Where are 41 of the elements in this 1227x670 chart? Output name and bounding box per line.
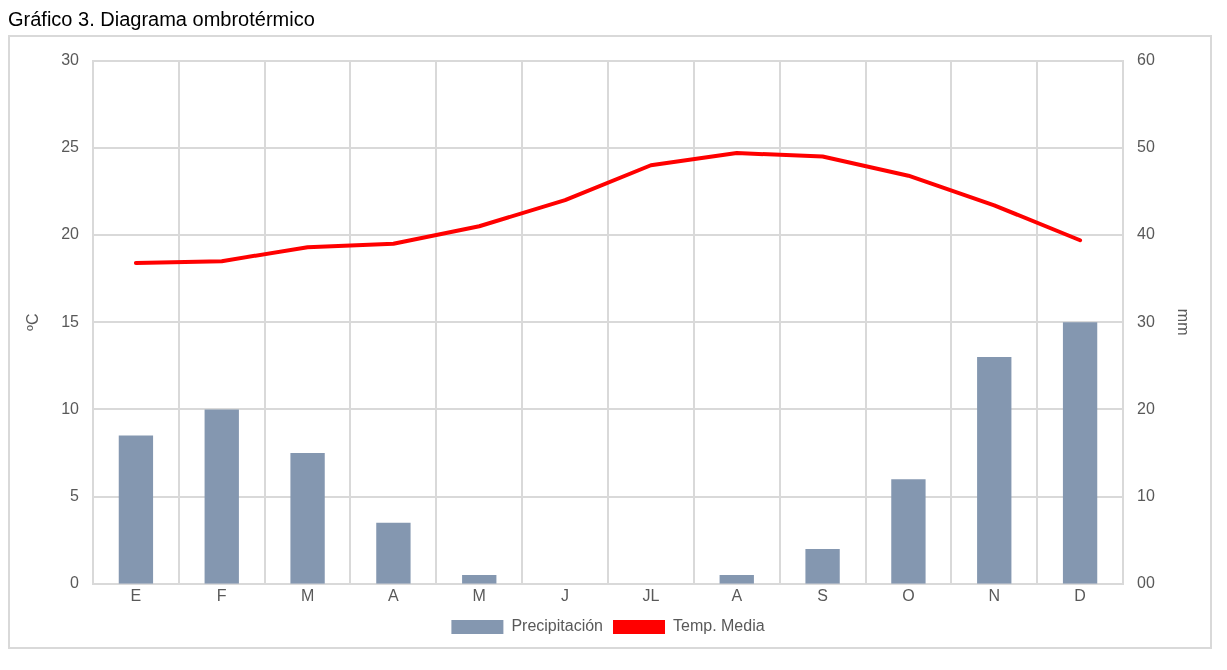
x-tick-label: M xyxy=(300,586,315,604)
y-tick-label: 10 xyxy=(61,399,80,417)
y2-tick-label: 00 xyxy=(1137,574,1155,592)
bar xyxy=(204,409,239,584)
bar xyxy=(290,453,325,584)
x-tick-label: N xyxy=(988,586,1001,604)
y2-tick-label: 30 xyxy=(1137,312,1155,330)
x-tick-label: M xyxy=(472,586,486,604)
y-tick-label: 30 xyxy=(61,51,80,69)
y2-tick-label: 40 xyxy=(1137,225,1155,243)
x-tick-label: F xyxy=(216,586,227,604)
y2-axis-title: mm xyxy=(1174,308,1192,336)
bar xyxy=(805,548,840,584)
y2-tick-label: 10 xyxy=(1137,487,1155,505)
chart-title: Gráfico 3. Diagrama ombrotérmico xyxy=(8,8,316,32)
x-tick-label: O xyxy=(902,586,915,604)
y-tick-label: 15 xyxy=(61,312,80,330)
x-tick-label: J xyxy=(561,586,570,604)
bar xyxy=(891,479,926,584)
y-axis-title: ºC xyxy=(24,313,42,331)
x-tick-label: D xyxy=(1074,586,1086,604)
bar xyxy=(462,575,497,584)
legend-label: Temp. Media xyxy=(673,617,765,635)
y-tick-label: 0 xyxy=(70,574,80,592)
y-tick-label: 5 xyxy=(70,487,80,505)
y-tick-label: 25 xyxy=(61,138,80,156)
y2-tick-label: 50 xyxy=(1137,138,1155,156)
bar xyxy=(719,575,754,584)
y2-tick-label: 20 xyxy=(1137,399,1155,417)
x-tick-label: A xyxy=(731,586,743,604)
y-tick-label: 20 xyxy=(61,225,80,243)
x-tick-label: S xyxy=(817,586,828,604)
bar xyxy=(376,522,411,584)
x-tick-label: JL xyxy=(642,586,660,604)
legend-label: Precipitación xyxy=(511,617,604,635)
bar xyxy=(977,357,1012,584)
bar xyxy=(118,435,154,584)
y2-tick-label: 60 xyxy=(1137,51,1155,69)
bar xyxy=(1062,322,1098,584)
x-tick-label: A xyxy=(388,586,400,604)
x-tick-label: E xyxy=(130,586,142,604)
